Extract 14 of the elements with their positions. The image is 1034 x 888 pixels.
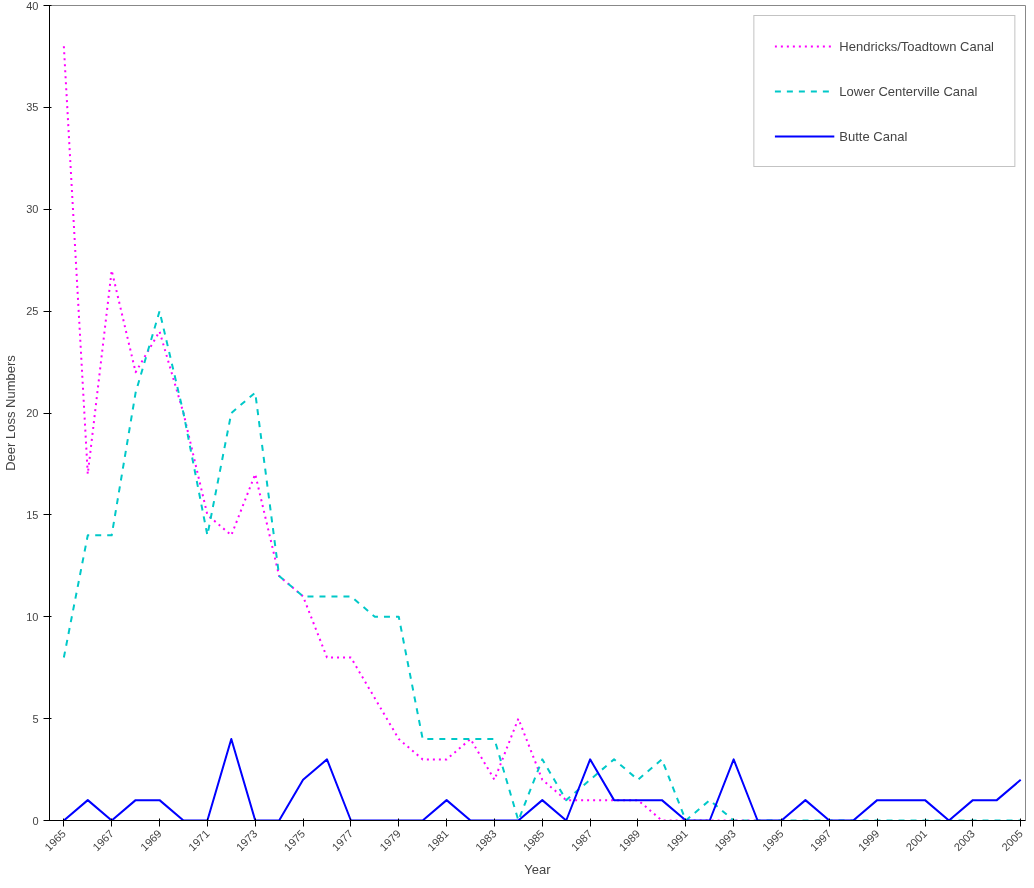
legend-label: Butte Canal (839, 128, 908, 144)
y-tick-label: 35 (26, 101, 39, 114)
legend-label: Hendricks/Toadtown Canal (839, 38, 994, 54)
legend-label: Lower Centerville Canal (839, 83, 978, 99)
x-axis-title: Year (524, 862, 552, 878)
y-tick-label: 30 (26, 203, 39, 216)
y-tick-label: 5 (32, 712, 39, 725)
y-tick-label: 0 (32, 814, 39, 827)
y-tick-label: 40 (26, 0, 39, 12)
y-tick-label: 10 (26, 610, 39, 623)
y-axis-title: Deer Loss Numbers (3, 354, 19, 471)
y-tick-label: 25 (26, 305, 39, 318)
y-tick-label: 20 (26, 407, 39, 419)
y-tick-label: 15 (26, 508, 39, 521)
